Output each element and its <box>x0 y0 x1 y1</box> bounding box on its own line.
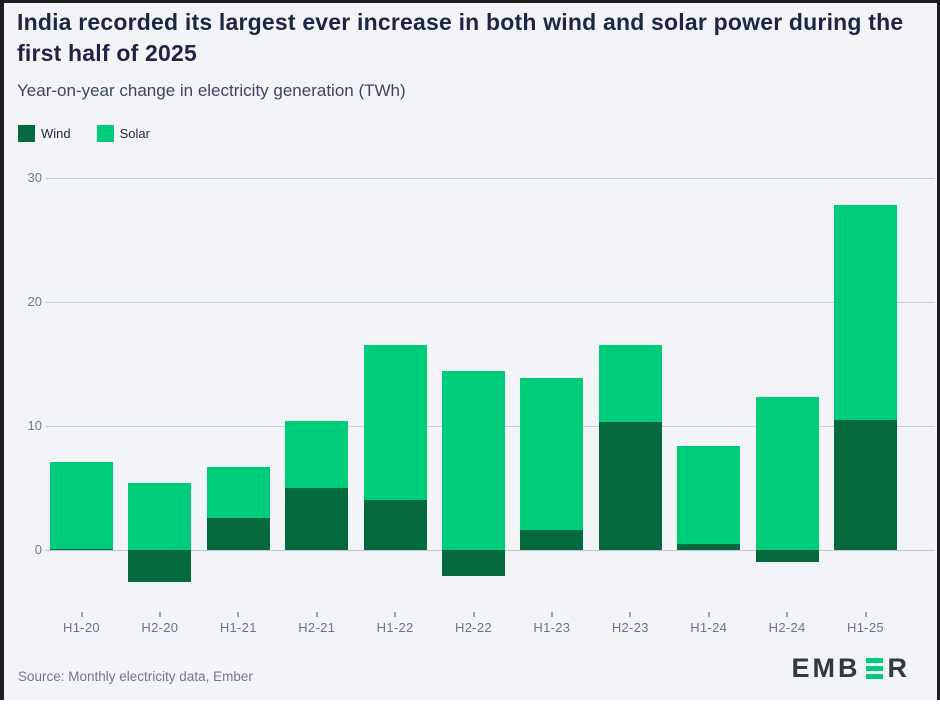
bar-segment-solar-H1-24 <box>677 445 741 544</box>
x-tick-label-H1-24: H1-24 <box>690 620 728 635</box>
wind-swatch-icon <box>18 125 35 142</box>
bar-segment-solar-H1-25 <box>834 205 897 420</box>
x-tick-mark-H1-21 <box>237 612 240 617</box>
x-tick-mark-H2-22 <box>472 612 475 617</box>
y-tick-label-0: 0 <box>34 542 42 557</box>
x-tick-label-H2-21: H2-21 <box>298 620 336 635</box>
x-tick-mark-H2-24 <box>786 612 789 617</box>
legend-item-wind: Wind <box>18 125 71 142</box>
legend-label-solar: Solar <box>119 126 150 141</box>
bar-segment-wind-H2-23 <box>598 422 662 550</box>
bar-segment-wind-H2-22 <box>442 550 505 577</box>
x-tick-label-H2-20: H2-20 <box>141 620 179 635</box>
bar-segment-solar-H1-22 <box>363 345 427 501</box>
chart-title: India recorded its largest ever increase… <box>17 9 904 66</box>
x-tick-mark-H2-21 <box>315 612 318 617</box>
x-tick-label-H2-24: H2-24 <box>768 620 806 635</box>
bar-segment-solar-H2-21 <box>285 421 349 488</box>
bar-segment-wind-H1-20 <box>50 548 113 550</box>
gridline-20 <box>45 302 935 303</box>
ember-logo: EMB R <box>792 655 911 682</box>
bar-segment-solar-H1-21 <box>206 466 270 518</box>
x-tick-mark-H1-25 <box>864 612 867 617</box>
y-tick-label-10: 10 <box>27 418 42 433</box>
source-note: Source: Monthly electricity data, Ember <box>18 669 253 684</box>
bar-segment-wind-H1-22 <box>363 500 427 550</box>
x-tick-label-H2-22: H2-22 <box>455 620 492 635</box>
ember-logo-text-pre: EMB <box>791 653 861 683</box>
x-tick-mark-H1-24 <box>707 612 710 617</box>
bar-segment-wind-H1-24 <box>677 543 741 550</box>
bar-segment-wind-H1-23 <box>520 530 584 550</box>
bar-segment-solar-H2-20 <box>128 483 192 550</box>
plot-area: 30 20 10 0 H1-20 H2-20 H1-21 H2-21 H1-22 H2-22 H1-… <box>28 170 935 635</box>
y-tick-label-20: 20 <box>27 294 42 309</box>
x-tick-label-H1-20: H1-20 <box>63 620 100 635</box>
bar-segment-wind-H2-20 <box>128 550 192 583</box>
bar-segment-solar-H2-23 <box>598 345 662 423</box>
x-tick-mark-H2-20 <box>158 612 161 617</box>
solar-swatch-icon <box>96 125 114 142</box>
bar-segment-wind-H1-21 <box>206 517 270 550</box>
x-tick-mark-H1-22 <box>394 612 397 617</box>
x-tick-label-H1-23: H1-23 <box>533 620 571 635</box>
legend: Wind Solar <box>18 125 150 142</box>
ember-logo-text-post: R <box>887 653 910 683</box>
chart-subtitle: Year-on-year change in electricity gener… <box>17 81 406 100</box>
x-tick-label-H1-22: H1-22 <box>376 620 414 635</box>
bar-segment-wind-H1-25 <box>834 419 897 550</box>
legend-label-wind: Wind <box>41 126 71 141</box>
ember-logo-e-bars-icon <box>865 658 883 679</box>
x-tick-mark-H1-23 <box>550 612 553 617</box>
gridline-30 <box>45 178 935 179</box>
x-tick-label-H1-21: H1-21 <box>219 620 257 635</box>
y-tick-label-30: 30 <box>27 170 42 185</box>
bar-segment-solar-H1-23 <box>520 377 584 531</box>
x-tick-label-H2-23: H2-23 <box>611 620 649 635</box>
bar-segment-solar-H2-22 <box>442 371 505 550</box>
x-tick-label-H1-25: H1-25 <box>847 620 884 635</box>
bar-segment-solar-H1-20 <box>50 461 113 549</box>
bar-segment-wind-H2-21 <box>285 488 349 550</box>
x-tick-mark-H1-20 <box>80 612 83 617</box>
legend-item-solar: Solar <box>96 125 150 142</box>
x-tick-mark-H2-23 <box>629 612 632 617</box>
bar-segment-wind-H2-24 <box>755 550 819 563</box>
bar-segment-solar-H2-24 <box>755 397 819 550</box>
